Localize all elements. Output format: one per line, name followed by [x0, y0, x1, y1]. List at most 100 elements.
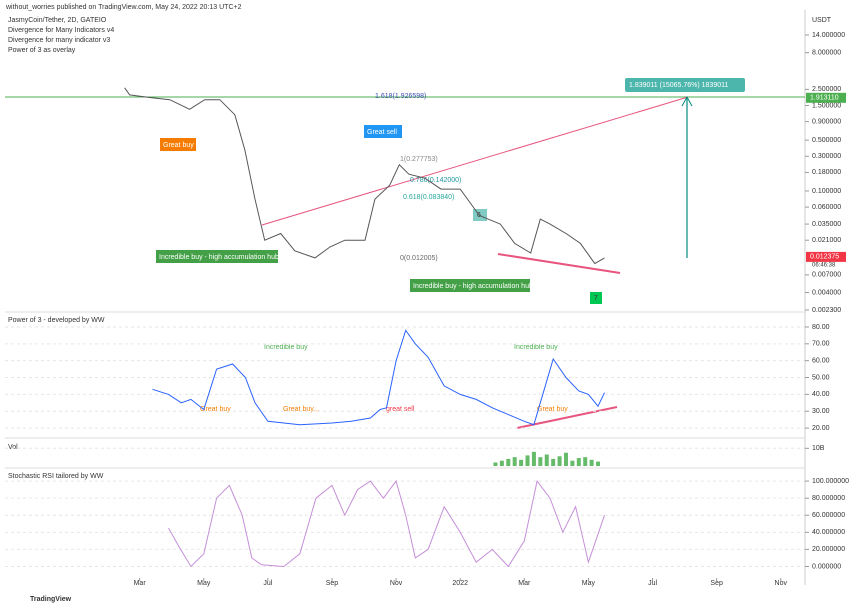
annotation: Great buy: [163, 142, 194, 149]
x-tick-label: Nov: [390, 580, 403, 587]
volume-bar: [596, 461, 601, 466]
indicator: Divergence for Many Indicators v4: [8, 27, 114, 34]
series-line: [124, 87, 605, 265]
label-box: [364, 125, 402, 138]
x-tick-label: 2022: [452, 580, 468, 587]
target-label: 1.839011 (15065.76%) 1839011: [629, 82, 728, 89]
label-box: [590, 292, 602, 304]
x-tick-label: Mar: [518, 580, 531, 587]
volume-bar: [589, 459, 594, 466]
y-tick-label: 20.000000: [812, 546, 845, 553]
annotation: Incredible buy - high accumulation hub: [159, 254, 279, 261]
volume-bar: [499, 460, 504, 466]
volume-bar: [538, 457, 543, 466]
price-marker: [806, 92, 846, 103]
y-tick-label: 0.007000: [812, 272, 841, 279]
x-tick-label: Nov: [775, 580, 788, 587]
y-tick-label: 60.00: [812, 358, 830, 365]
currency: USDT: [812, 17, 832, 24]
volume-bar: [512, 457, 517, 466]
y-tick-label: 40.000000: [812, 529, 845, 536]
fib-label: 1.618(1.926598): [375, 93, 426, 100]
annotation: Great buy...: [283, 406, 319, 413]
y-tick-label: 0.060000: [812, 204, 841, 211]
annotation: Incredible buy - high accumulation hub: [413, 283, 533, 290]
x-tick-label: May: [197, 580, 211, 587]
volume-bar: [563, 452, 568, 466]
footer-logo: TradingView: [30, 596, 72, 603]
y-tick-label: 0.500000: [812, 137, 841, 144]
annotation: Great buy: [537, 406, 568, 413]
fib-label: 0(0.012005): [400, 255, 438, 262]
y-tick-label: 2.500000: [812, 86, 841, 93]
panel-title: Stochastic RSI tailored by WW: [8, 473, 104, 480]
annotation: Great buy: [200, 406, 231, 413]
y-tick-label: 8.000000: [812, 50, 841, 57]
y-tick-label: 100.000000: [812, 478, 849, 485]
panel-title: Vol: [8, 444, 18, 451]
y-tick-label: 0.300000: [812, 153, 841, 160]
price-label: 1.913110: [810, 95, 839, 102]
y-tick-label: 30.00: [812, 408, 830, 415]
y-tick-label: 40.00: [812, 391, 830, 398]
annotation: Great sell: [367, 129, 397, 136]
label-box: [160, 138, 196, 151]
fib-label: 0.618(0.083840): [403, 194, 454, 201]
y-tick-label: 0.002300: [812, 307, 841, 314]
volume-bar: [519, 459, 524, 466]
y-tick-label: 1.500000: [812, 102, 841, 109]
y-tick-label: 70.00: [812, 341, 830, 348]
y-tick-label: 60.000000: [812, 512, 845, 519]
y-tick-label: 50.00: [812, 374, 830, 381]
y-tick-label: 80.000000: [812, 495, 845, 502]
y-tick-label: 0.021000: [812, 237, 841, 244]
volume-bar: [551, 458, 556, 466]
series-line: [168, 479, 605, 568]
series-line: [152, 329, 605, 426]
volume-bar: [557, 456, 562, 466]
volume-bar: [506, 458, 511, 466]
publisher: without_worries published on TradingView…: [5, 4, 242, 11]
y-tick-label: 0.900000: [812, 118, 841, 125]
label-box: [156, 250, 278, 263]
y-tick-label: 20.00: [812, 425, 830, 432]
price-label: 0.012375: [810, 254, 839, 261]
price-marker: [806, 251, 846, 262]
fib-label: 0.786(0.142000): [410, 177, 461, 184]
arrow-head: [681, 95, 693, 107]
y-tick-label: 0.000000: [812, 563, 841, 570]
y-tick-label: 10B: [812, 445, 825, 452]
y-tick-label: 14.000000: [812, 32, 845, 39]
x-tick-label: Jul: [648, 580, 657, 587]
y-tick-label: 0.035000: [812, 221, 841, 228]
annotation: great sell: [386, 406, 415, 413]
volume-bar: [544, 454, 549, 466]
y-tick-label: 0.100000: [812, 188, 841, 195]
volume-bar: [576, 458, 581, 466]
volume-bar: [583, 457, 588, 466]
y-tick-label: 0.180000: [812, 169, 841, 176]
panel-title: Power of 3 - developed by WW: [8, 317, 105, 324]
marker-label: 7: [594, 295, 598, 302]
y-tick-label: 0.004000: [812, 289, 841, 296]
fib-label: 1(0.277753): [400, 156, 438, 163]
volume-bar: [493, 462, 498, 466]
x-tick-label: Jul: [263, 580, 272, 587]
indicator: Divergence for many indicator v3: [8, 37, 110, 44]
trend-line: [261, 96, 689, 226]
symbol: JasmyCoin/Tether, 2D, GATEIO: [8, 17, 107, 24]
indicator: Power of 3 as overlay: [8, 47, 76, 54]
annotation: Incredible buy: [514, 344, 558, 351]
label-box: [625, 78, 745, 92]
volume-bar: [525, 455, 530, 466]
annotation: Incredible buy: [264, 344, 308, 351]
x-tick-label: Sep: [710, 580, 723, 587]
countdown: 06:46:38: [812, 263, 836, 269]
trend-line: [497, 253, 621, 274]
y-tick-label: 80.00: [812, 324, 830, 331]
x-tick-label: Mar: [134, 580, 147, 587]
x-tick-label: May: [582, 580, 596, 587]
volume-bar: [531, 451, 536, 466]
